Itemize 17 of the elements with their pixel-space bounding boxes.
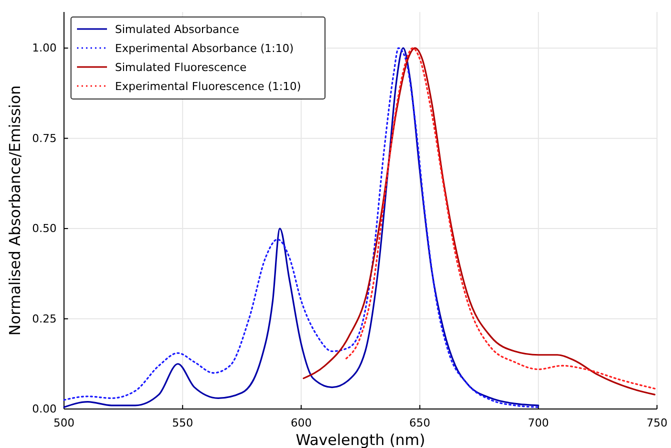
x-tick-label: 650 [409, 416, 430, 430]
y-tick-label: 0.00 [32, 402, 57, 416]
legend-label: Experimental Fluorescence (1:10) [115, 80, 302, 93]
y-tick-label: 1.00 [32, 42, 57, 55]
x-tick-label: 700 [528, 416, 549, 430]
legend-label: Experimental Absorbance (1:10) [115, 42, 294, 55]
x-tick-label: 550 [172, 416, 194, 430]
y-tick-label: 0.75 [32, 132, 57, 145]
y-tick-label: 0.25 [32, 312, 57, 326]
legend-label: Simulated Fluorescence [115, 61, 247, 74]
x-axis-title: Wavelength (nm) [296, 431, 426, 448]
legend-label: Simulated Absorbance [115, 23, 240, 36]
x-tick-label: 750 [646, 416, 668, 430]
x-tick-label: 500 [54, 416, 74, 430]
x-tick-label: 600 [290, 416, 312, 430]
y-axis-title: Normalised Absorbance/Emission [6, 85, 24, 336]
y-tick-label: 0.50 [32, 222, 57, 236]
